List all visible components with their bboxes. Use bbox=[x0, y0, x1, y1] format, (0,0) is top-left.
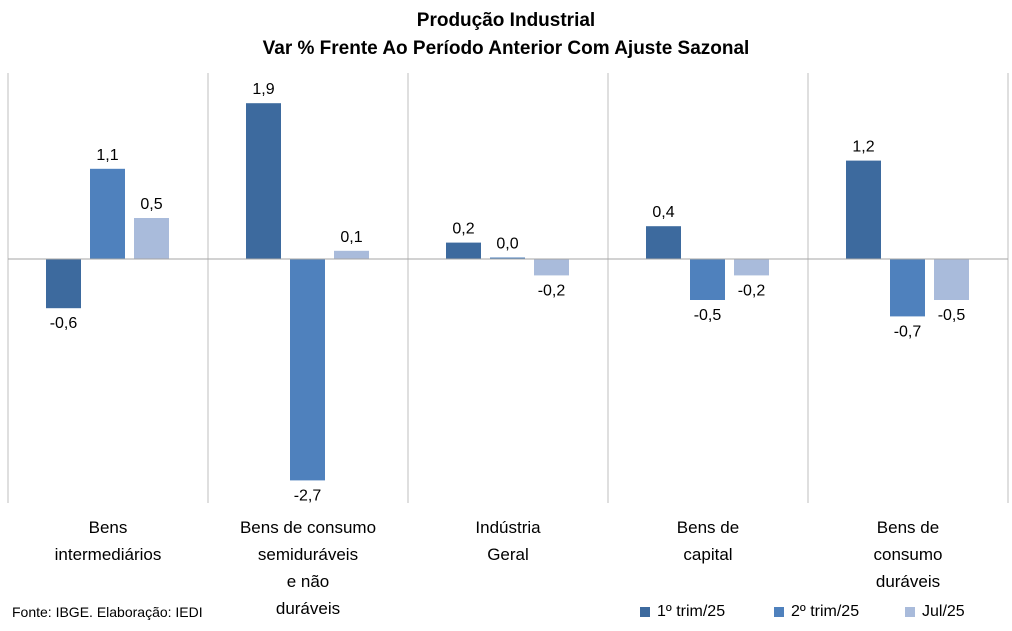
bar bbox=[734, 259, 769, 276]
bar bbox=[446, 242, 481, 259]
legend-item-1: 1º trim/25 bbox=[640, 603, 725, 621]
category-label: Bens de bbox=[877, 518, 939, 537]
bar bbox=[934, 259, 969, 300]
category-label: Bens bbox=[89, 518, 128, 537]
data-label: -0,6 bbox=[50, 315, 78, 332]
data-label: -2,7 bbox=[294, 487, 322, 504]
legend-swatch bbox=[905, 607, 915, 617]
bar bbox=[334, 250, 369, 259]
category-label: semiduráveis bbox=[258, 545, 358, 564]
data-label: 0,4 bbox=[652, 204, 674, 221]
legend-item-2: 2º trim/25 bbox=[774, 603, 859, 621]
category-label: consumo bbox=[874, 545, 943, 564]
chart-title: Produção Industrial bbox=[416, 10, 596, 31]
category-label: Geral bbox=[487, 545, 529, 564]
data-label: -0,2 bbox=[738, 282, 766, 299]
bar bbox=[290, 259, 325, 481]
bar bbox=[890, 259, 925, 317]
bar bbox=[134, 218, 169, 259]
bar bbox=[246, 103, 281, 259]
bar bbox=[490, 257, 525, 259]
legend-label: Jul/25 bbox=[922, 603, 965, 620]
data-label: 0,5 bbox=[140, 196, 162, 213]
bar bbox=[534, 259, 569, 276]
bar bbox=[690, 259, 725, 300]
category-label: duráveis bbox=[276, 599, 340, 618]
data-label: -0,7 bbox=[894, 323, 922, 340]
chart-subtitle: Var % Frente Ao Período Anterior Com Aju… bbox=[262, 38, 750, 59]
data-label: -0,5 bbox=[938, 307, 966, 324]
bar bbox=[646, 226, 681, 259]
legend-label: 1º trim/25 bbox=[657, 603, 726, 620]
bar bbox=[846, 160, 881, 259]
data-label: 1,2 bbox=[852, 139, 874, 156]
data-label: 1,9 bbox=[252, 81, 274, 98]
legend-label: 2º trim/25 bbox=[791, 603, 860, 620]
category-label: intermediários bbox=[55, 545, 162, 564]
category-label: Bens de consumo bbox=[240, 518, 376, 537]
legend-item-3: Jul/25 bbox=[905, 603, 965, 621]
category-label: capital bbox=[683, 545, 732, 564]
bar bbox=[90, 168, 125, 259]
data-label: 0,2 bbox=[452, 221, 474, 238]
source-note: Fonte: IBGE. Elaboração: IEDI bbox=[12, 604, 203, 620]
category-label: e não bbox=[287, 572, 330, 591]
data-label: -0,2 bbox=[538, 282, 566, 299]
legend-swatch bbox=[640, 607, 650, 617]
data-label: -0,5 bbox=[694, 307, 722, 324]
data-label: 1,1 bbox=[96, 147, 118, 164]
category-label: duráveis bbox=[876, 572, 940, 591]
data-label: 0,1 bbox=[340, 229, 362, 246]
data-label: 0,0 bbox=[496, 236, 518, 253]
category-label: Indústria bbox=[475, 518, 541, 537]
legend-swatch bbox=[774, 607, 784, 617]
category-label: Bens de bbox=[677, 518, 739, 537]
bar bbox=[46, 259, 81, 309]
